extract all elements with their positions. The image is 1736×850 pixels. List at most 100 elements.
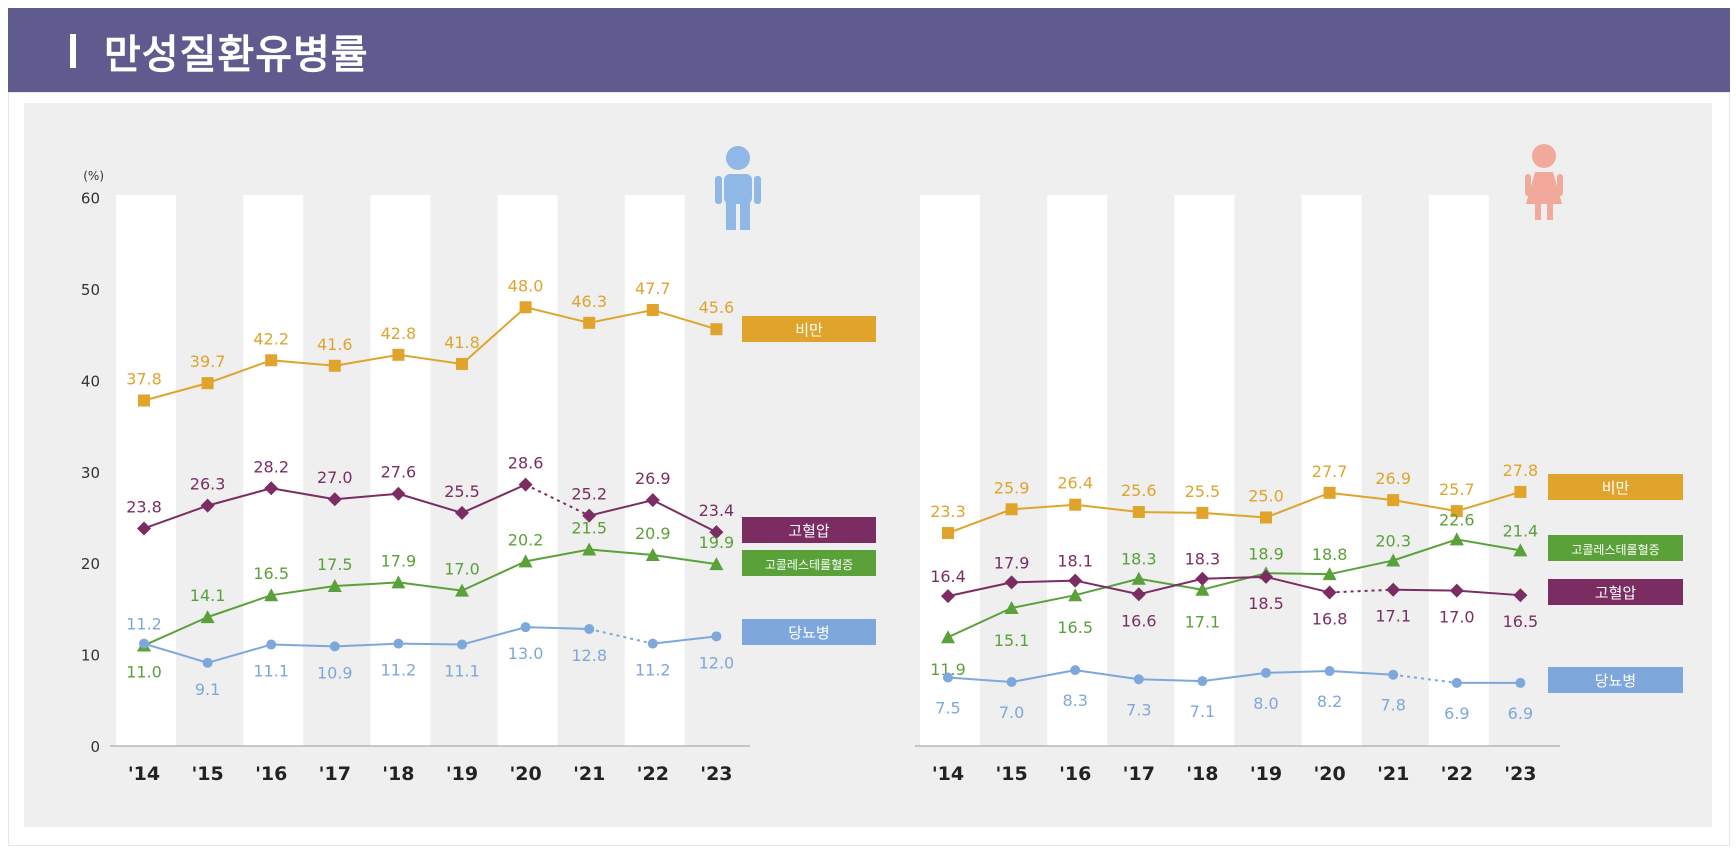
data-label: 11.0 (126, 662, 162, 681)
series-line-segment (398, 642, 463, 646)
year-band (497, 195, 558, 746)
data-label: 28.6 (508, 454, 544, 473)
year-band (1428, 195, 1489, 746)
legend-label-hypertension: 고혈압 (788, 522, 830, 540)
series-line-segment (1456, 589, 1521, 597)
x-tick-label: '15 (191, 763, 223, 785)
data-point-circle (457, 639, 467, 650)
series-line-segment (1074, 579, 1140, 596)
data-point-triangle (645, 547, 660, 561)
series-line-segment (652, 553, 717, 566)
data-label: 8.0 (1253, 694, 1278, 713)
data-point-square (710, 323, 723, 336)
legend-box-hypertension (742, 517, 876, 543)
data-label: 21.4 (1503, 521, 1539, 540)
data-label: 11.1 (444, 662, 480, 681)
data-point-square (1323, 486, 1336, 499)
y-tick-label: 40 (81, 372, 100, 390)
series-line-segment (947, 581, 1012, 598)
data-label: 19.9 (699, 533, 735, 552)
y-tick-label: 60 (81, 190, 100, 208)
data-label: 47.7 (635, 279, 671, 298)
data-label: 27.7 (1312, 462, 1348, 481)
data-point-circle (1006, 677, 1017, 688)
series-line-segment (334, 353, 399, 367)
series-line-segment (461, 626, 526, 646)
data-point-triangle (264, 588, 279, 602)
data-label: 17.1 (1375, 607, 1411, 626)
data-label: 11.1 (253, 662, 289, 681)
data-label: 8.2 (1317, 692, 1342, 711)
data-point-triangle (1513, 543, 1528, 557)
data-label: 39.7 (190, 352, 226, 371)
series-line-segment (461, 306, 527, 365)
data-label: 28.2 (253, 457, 289, 476)
data-point-diamond (327, 492, 342, 507)
data-label: 6.9 (1508, 704, 1533, 723)
series-line-segment (207, 643, 272, 664)
data-point-diamond (1386, 582, 1401, 597)
x-tick-label: '14 (128, 763, 160, 785)
data-label: 20.2 (508, 530, 544, 549)
series-line-segment (207, 487, 272, 507)
data-label: 18.3 (1185, 550, 1221, 569)
data-point-circle (1324, 666, 1335, 677)
series-line-segment (1202, 511, 1267, 519)
series-line-segment (1011, 669, 1076, 684)
data-label: 27.0 (317, 468, 353, 487)
y-tick-label: 30 (81, 464, 100, 482)
series-line-segment (525, 626, 590, 631)
data-label: 25.0 (1248, 487, 1284, 506)
x-tick-label: '14 (932, 763, 964, 785)
series-line-segment (398, 492, 463, 514)
data-point-circle (139, 638, 149, 649)
x-tick-label: '16 (1059, 763, 1091, 785)
data-point-diamond (264, 481, 279, 496)
x-tick-label: '23 (1504, 763, 1536, 785)
series-line-segment (525, 483, 590, 517)
series-line-segment (1011, 579, 1076, 584)
series-line-segment (271, 643, 335, 648)
data-point-diamond (518, 477, 533, 492)
data-point-square (646, 304, 659, 317)
data-label: 45.6 (699, 298, 735, 317)
data-point-triangle (455, 583, 469, 597)
year-band (116, 195, 176, 746)
series-line-segment (652, 499, 717, 534)
data-label: 17.0 (1439, 608, 1475, 627)
series-line-segment (1265, 575, 1330, 594)
series-line-segment (271, 359, 335, 367)
data-label: 15.1 (994, 631, 1030, 650)
series-line-segment (334, 642, 399, 648)
data-point-diamond (582, 508, 597, 523)
data-point-triangle (941, 630, 955, 644)
year-band (1047, 195, 1108, 746)
data-point-triangle (582, 542, 597, 556)
series-line-segment (1329, 559, 1394, 576)
legend-box-obesity (1548, 474, 1683, 500)
data-point-circle (1451, 677, 1462, 688)
data-point-diamond (1004, 575, 1019, 590)
data-point-triangle (327, 579, 342, 593)
series-line-segment (1265, 572, 1330, 576)
data-point-circle (329, 641, 340, 652)
series-line-segment (947, 508, 1012, 534)
legend-label-obesity: 비만 (795, 321, 823, 339)
data-label: 13.0 (508, 644, 544, 663)
data-label: 16.6 (1121, 611, 1157, 630)
data-label: 42.8 (381, 324, 417, 343)
data-label: 18.3 (1121, 550, 1157, 569)
data-point-circle (520, 622, 531, 633)
series-line-segment (1456, 538, 1521, 552)
data-label: 48.0 (508, 276, 544, 295)
legend-label-hypercholesterolemia: 고콜레스테롤혈증 (1571, 543, 1659, 557)
year-band (243, 195, 304, 746)
data-label: 25.5 (1185, 482, 1221, 501)
data-label: 23.4 (699, 501, 735, 520)
data-point-circle (202, 657, 213, 668)
data-point-circle (584, 624, 595, 635)
x-tick-label: '21 (573, 763, 605, 785)
data-point-square (583, 316, 596, 329)
legend-label-diabetes: 당뇨병 (1595, 672, 1636, 690)
x-tick-label: '18 (1186, 763, 1218, 785)
